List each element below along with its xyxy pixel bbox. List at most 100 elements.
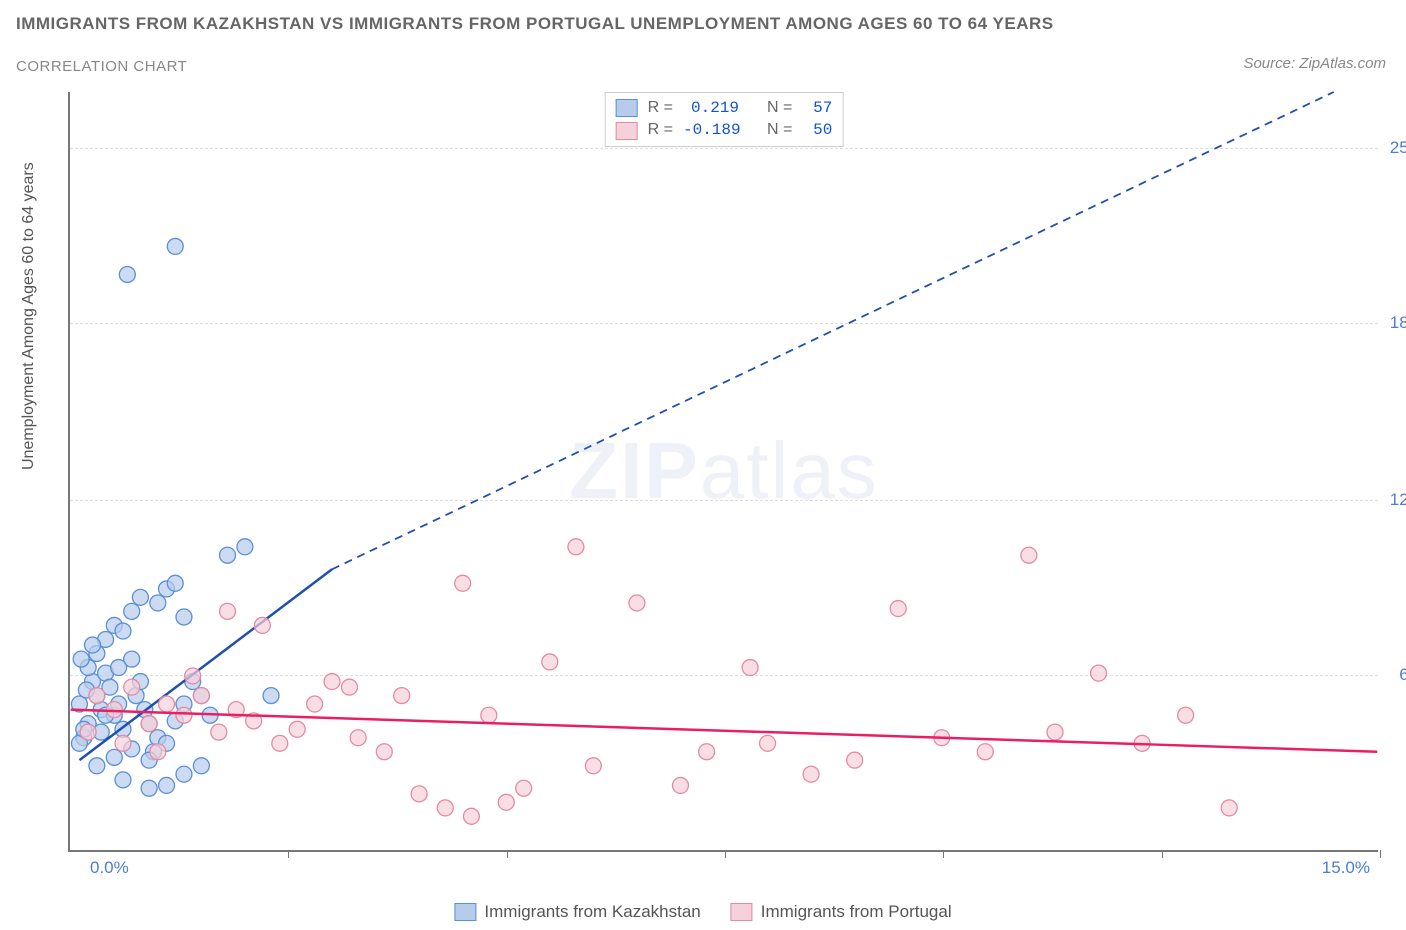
swatch-kazakhstan-icon [454, 903, 476, 921]
scatter-point-portugal [1021, 547, 1037, 563]
scatter-point-kazakhstan [85, 637, 101, 653]
scatter-point-kazakhstan [167, 238, 183, 254]
scatter-point-portugal [220, 603, 236, 619]
scatter-point-portugal [1178, 707, 1194, 723]
scatter-point-portugal [977, 744, 993, 760]
y-tick-label: 12.5% [1383, 490, 1406, 510]
scatter-point-portugal [394, 688, 410, 704]
scatter-point-portugal [847, 752, 863, 768]
swatch-portugal [616, 122, 638, 140]
scatter-point-portugal [455, 575, 471, 591]
scatter-point-portugal [742, 660, 758, 676]
r-label: R = [648, 97, 673, 119]
legend-item-portugal: Immigrants from Portugal [731, 902, 952, 922]
scatter-point-portugal [803, 766, 819, 782]
chart-title: IMMIGRANTS FROM KAZAKHSTAN VS IMMIGRANTS… [16, 14, 1054, 34]
scatter-point-portugal [516, 780, 532, 796]
x-tick [507, 850, 508, 858]
scatter-point-portugal [176, 707, 192, 723]
scatter-point-kazakhstan [167, 575, 183, 591]
scatter-point-portugal [341, 679, 357, 695]
scatter-point-portugal [141, 716, 157, 732]
n-label: N = [767, 97, 792, 119]
y-tick-label: 6.3% [1383, 665, 1406, 685]
scatter-point-portugal [760, 735, 776, 751]
series-legend: Immigrants from Kazakhstan Immigrants fr… [454, 902, 951, 922]
scatter-point-portugal [89, 688, 105, 704]
y-tick-label: 25.0% [1383, 138, 1406, 158]
y-tick-label: 18.8% [1383, 313, 1406, 333]
scatter-point-portugal [350, 730, 366, 746]
swatch-portugal-icon [731, 903, 753, 921]
scatter-point-portugal [185, 668, 201, 684]
scatter-point-kazakhstan [89, 758, 105, 774]
y-axis-label: Unemployment Among Ages 60 to 64 years [20, 162, 38, 470]
scatter-point-portugal [699, 744, 715, 760]
plot-area: ZIPatlas 6.3%12.5%18.8%25.0% 0.0% 15.0% … [68, 92, 1378, 852]
scatter-point-portugal [159, 696, 175, 712]
scatter-point-portugal [80, 724, 96, 740]
swatch-kazakhstan [616, 99, 638, 117]
legend-item-kazakhstan: Immigrants from Kazakhstan [454, 902, 700, 922]
scatter-point-portugal [411, 786, 427, 802]
scatter-point-kazakhstan [159, 777, 175, 793]
scatter-point-portugal [568, 539, 584, 555]
scatter-point-kazakhstan [237, 539, 253, 555]
scatter-point-portugal [498, 794, 514, 810]
x-tick [1380, 850, 1381, 858]
scatter-point-portugal [1221, 800, 1237, 816]
scatter-point-portugal [307, 696, 323, 712]
scatter-point-portugal [629, 595, 645, 611]
scatter-point-portugal [115, 735, 131, 751]
scatter-point-kazakhstan [115, 772, 131, 788]
scatter-point-portugal [254, 617, 270, 633]
chart-subtitle: CORRELATION CHART [16, 58, 187, 75]
n-value-kazakhstan: 57 [802, 97, 832, 119]
scatter-point-portugal [211, 724, 227, 740]
scatter-svg [70, 92, 1378, 850]
scatter-point-kazakhstan [150, 595, 166, 611]
scatter-point-kazakhstan [119, 267, 135, 283]
chart-container: IMMIGRANTS FROM KAZAKHSTAN VS IMMIGRANTS… [0, 0, 1406, 930]
source-attribution: Source: ZipAtlas.com [1243, 55, 1386, 72]
x-axis-min-label: 0.0% [90, 858, 129, 878]
scatter-point-portugal [1091, 665, 1107, 681]
scatter-point-portugal [481, 707, 497, 723]
scatter-point-portugal [124, 679, 140, 695]
scatter-point-portugal [463, 808, 479, 824]
legend-row-portugal: R = -0.189 N = 50 [616, 119, 833, 141]
trendline-extrapolated-kazakhstan [332, 92, 1334, 569]
x-tick [288, 850, 289, 858]
x-tick [725, 850, 726, 858]
r-value-kazakhstan: 0.219 [683, 97, 739, 119]
r-value-portugal: -0.189 [683, 119, 739, 141]
scatter-point-portugal [542, 654, 558, 670]
correlation-legend: R = 0.219 N = 57 R = -0.189 N = 50 [605, 92, 844, 147]
scatter-point-portugal [272, 735, 288, 751]
scatter-point-kazakhstan [106, 749, 122, 765]
scatter-point-kazakhstan [132, 589, 148, 605]
scatter-point-kazakhstan [73, 651, 89, 667]
scatter-point-portugal [585, 758, 601, 774]
scatter-point-portugal [672, 777, 688, 793]
scatter-point-kazakhstan [111, 660, 127, 676]
scatter-point-kazakhstan [176, 766, 192, 782]
scatter-point-portugal [376, 744, 392, 760]
scatter-point-kazakhstan [141, 780, 157, 796]
scatter-point-portugal [289, 721, 305, 737]
scatter-point-kazakhstan [193, 758, 209, 774]
r-label: R = [648, 119, 673, 141]
scatter-point-kazakhstan [124, 603, 140, 619]
legend-row-kazakhstan: R = 0.219 N = 57 [616, 97, 833, 119]
legend-label-portugal: Immigrants from Portugal [761, 902, 952, 922]
x-tick [1162, 850, 1163, 858]
x-tick [943, 850, 944, 858]
n-value-portugal: 50 [802, 119, 832, 141]
n-label: N = [767, 119, 792, 141]
scatter-point-kazakhstan [220, 547, 236, 563]
scatter-point-portugal [437, 800, 453, 816]
scatter-point-kazakhstan [176, 609, 192, 625]
scatter-point-portugal [1047, 724, 1063, 740]
scatter-point-portugal [193, 688, 209, 704]
scatter-point-kazakhstan [263, 688, 279, 704]
